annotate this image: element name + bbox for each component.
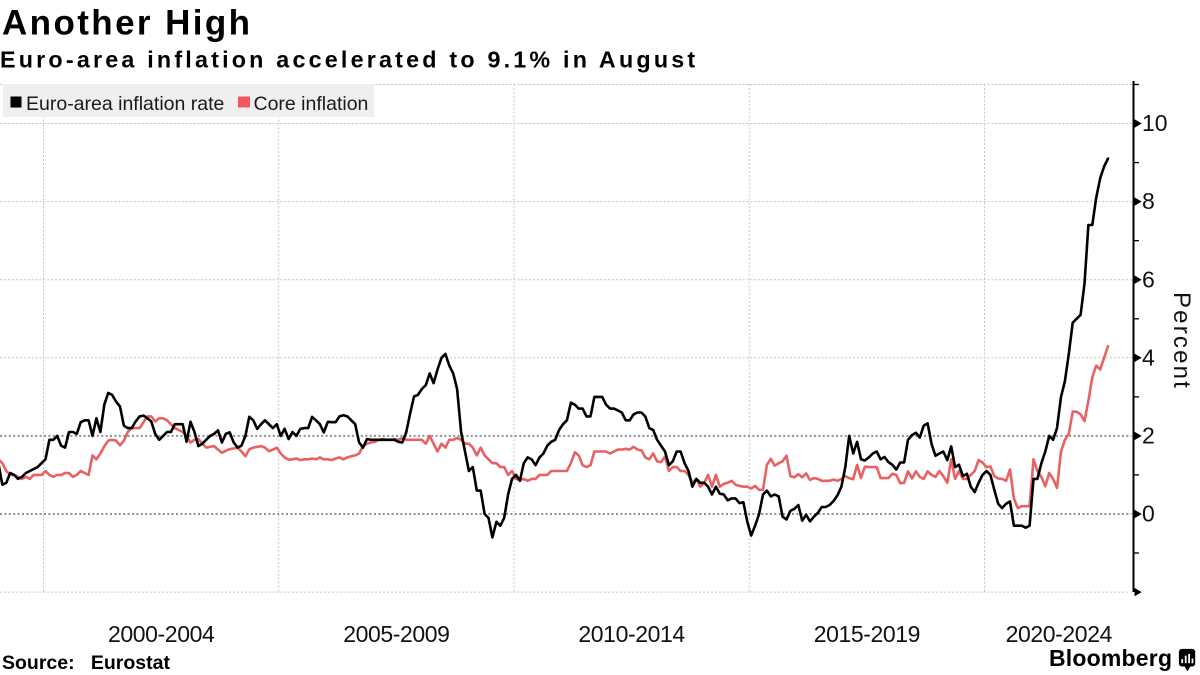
svg-text:Bloomberg: Bloomberg: [1049, 645, 1172, 671]
svg-text:2: 2: [1142, 423, 1155, 449]
svg-text:Euro-area inflation accelerate: Euro-area inflation accelerated to 9.1% …: [0, 47, 698, 73]
svg-text:2000-2004: 2000-2004: [108, 621, 215, 647]
svg-text:6: 6: [1142, 266, 1155, 292]
svg-text:Another High: Another High: [2, 4, 252, 43]
svg-text:Euro-area inflation rate: Euro-area inflation rate: [26, 93, 224, 115]
svg-text:2010-2014: 2010-2014: [578, 621, 685, 647]
svg-text:Core inflation: Core inflation: [254, 93, 369, 115]
svg-text:0: 0: [1142, 501, 1155, 527]
svg-text:10: 10: [1142, 110, 1168, 136]
svg-text:Percent: Percent: [1168, 292, 1195, 390]
svg-text:4: 4: [1142, 344, 1155, 370]
svg-text:8: 8: [1142, 188, 1155, 214]
svg-text:2020-2024: 2020-2024: [1006, 621, 1113, 647]
svg-text:Source: Eurostat: Source: Eurostat: [2, 652, 170, 674]
svg-text:2015-2019: 2015-2019: [814, 621, 920, 647]
svg-text:2005-2009: 2005-2009: [343, 621, 449, 647]
